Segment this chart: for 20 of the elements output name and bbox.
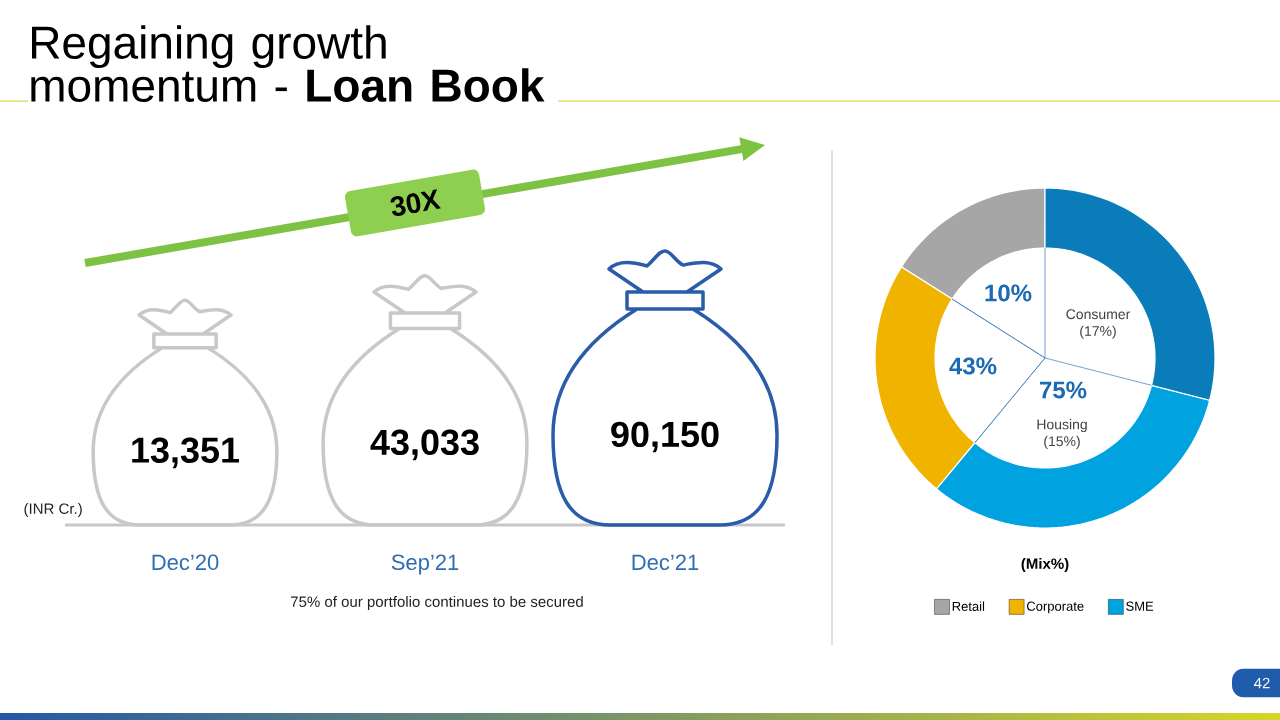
text: 75% of our portfolio continues to be secured xyxy=(291,596,583,610)
text: Regaining growth momentum - Loan Book xyxy=(31,25,545,102)
text: (INR Cr.) xyxy=(24,503,82,517)
legend-label: Corporate xyxy=(1026,601,1084,614)
text: 75% xyxy=(1040,381,1087,399)
text: (Mix%) xyxy=(1021,558,1069,572)
category-label: Sep’21 xyxy=(391,554,459,575)
data-label: 13,351 xyxy=(132,437,240,469)
data-label: 43,033 xyxy=(370,429,479,461)
data-label: 90,150 xyxy=(611,421,719,453)
text: 30X xyxy=(390,189,441,216)
text: Housing (15%) xyxy=(1037,419,1087,449)
text: 42 xyxy=(1254,677,1270,689)
category-label: Dec’20 xyxy=(152,554,219,571)
text: 10% xyxy=(985,284,1032,302)
text: 43% xyxy=(949,357,997,375)
text: Consumer (17%) xyxy=(1066,309,1131,339)
legend-label: Retail xyxy=(952,601,985,611)
category-label: Dec’21 xyxy=(632,554,699,571)
legend-label: SME xyxy=(1126,601,1154,611)
